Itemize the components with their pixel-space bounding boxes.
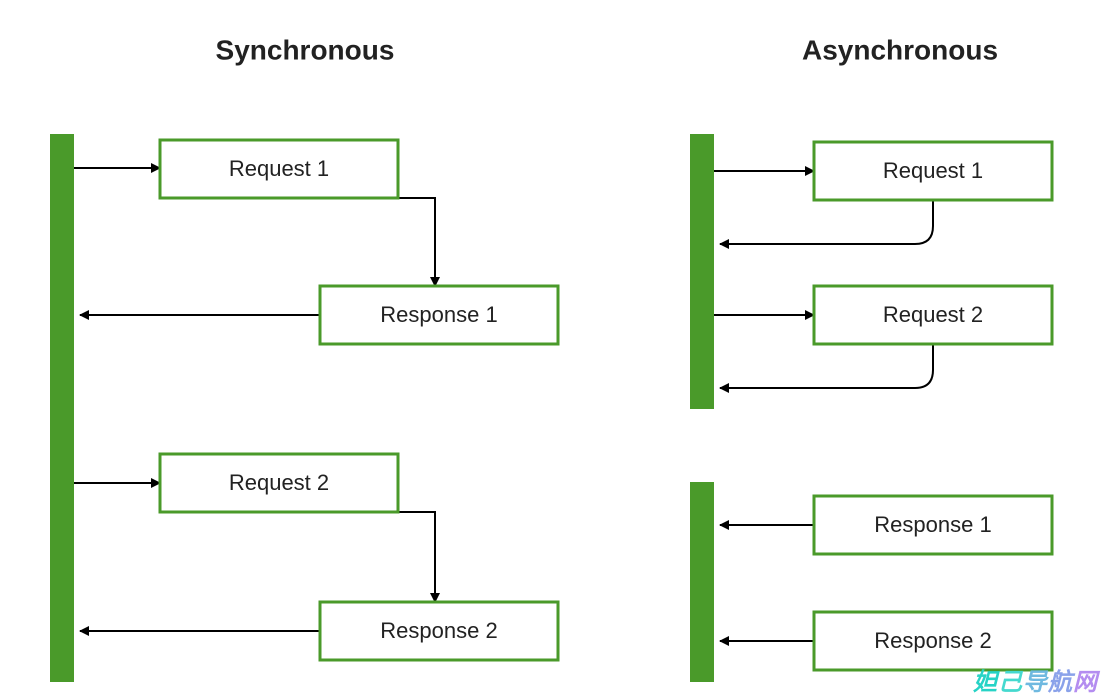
- arrow-a-req1-back: [720, 200, 933, 244]
- title-synchronous: Synchronous: [216, 34, 395, 65]
- arrow-s-req2-to-res2: [398, 512, 435, 602]
- arrow-s-req1-to-res1: [398, 198, 435, 286]
- watermark: 妲己导航网: [973, 669, 1101, 696]
- arrows-group: [74, 168, 933, 641]
- box-s-res1: Response 1: [320, 286, 558, 344]
- timelines-group: [50, 134, 714, 682]
- box-a-res2: Response 2: [814, 612, 1052, 670]
- timeline-sync-tl: [50, 134, 74, 682]
- box-label-s-req1: Request 1: [229, 156, 329, 181]
- box-label-a-req2: Request 2: [883, 302, 983, 327]
- box-label-s-res2: Response 2: [380, 618, 497, 643]
- diagram-canvas: Request 1 Response 1 Request 2 Response 2 Re…: [0, 0, 1106, 698]
- box-s-req1: Request 1: [160, 140, 398, 198]
- box-label-a-res2: Response 2: [874, 628, 991, 653]
- box-label-a-req1: Request 1: [883, 158, 983, 183]
- box-a-res1: Response 1: [814, 496, 1052, 554]
- arrow-a-req2-back: [720, 344, 933, 388]
- timeline-async-tl1: [690, 134, 714, 409]
- box-s-res2: Response 2: [320, 602, 558, 660]
- box-a-req2: Request 2: [814, 286, 1052, 344]
- box-label-a-res1: Response 1: [874, 512, 991, 537]
- timeline-async-tl2: [690, 482, 714, 682]
- box-a-req1: Request 1: [814, 142, 1052, 200]
- boxes-group: Request 1 Response 1 Request 2 Response 2 Re…: [160, 140, 1052, 670]
- box-s-req2: Request 2: [160, 454, 398, 512]
- box-label-s-res1: Response 1: [380, 302, 497, 327]
- title-asynchronous: Asynchronous: [802, 34, 998, 65]
- watermark-text: 妲己导航网: [973, 669, 1101, 696]
- box-label-s-req2: Request 2: [229, 470, 329, 495]
